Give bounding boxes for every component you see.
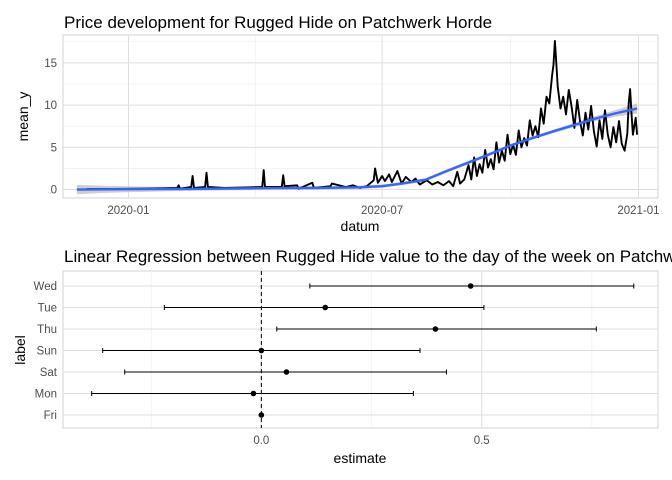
y-tick-label: Sat [40, 367, 58, 379]
y-tick-label: 5 [51, 142, 57, 154]
axis-ticks: 2020-01 2020-07 2021-01 0 5 10 15 [44, 58, 659, 217]
x-tick-label: 2020-01 [107, 205, 149, 217]
x-axis-title: datum [341, 218, 380, 234]
y-tick-label: 10 [44, 100, 57, 112]
y-tick-label: Fri [44, 410, 57, 422]
x-tick-label: 2021-01 [617, 205, 659, 217]
x-tick-label: 0.5 [474, 435, 490, 447]
gridlines [63, 35, 658, 198]
chart-title: Price development for Rugged Hide on Pat… [64, 13, 492, 32]
y-tick-label: Thu [37, 324, 57, 336]
plot-panel [62, 34, 659, 199]
y-tick-label: Sun [37, 346, 57, 358]
x-tick-label: 0.0 [253, 435, 269, 447]
estimate-point [322, 304, 329, 311]
x-tick-label: 2020-07 [361, 205, 403, 217]
y-tick-label: 0 [51, 185, 57, 197]
estimate-point [283, 369, 290, 375]
y-tick-label: Tue [38, 303, 57, 315]
plot-panel-regression [62, 270, 659, 429]
chart-title-regression: Linear Regression between Rugged Hide va… [64, 247, 672, 266]
price-development-chart: Price development for Rugged Hide on Pat… [15, 13, 660, 234]
x-axis-title-regression: estimate [334, 450, 387, 466]
y-tick-label: 15 [44, 58, 57, 70]
estimate-marks [91, 283, 635, 418]
y-tick-label: Wed [34, 281, 57, 293]
estimate-point [258, 347, 265, 354]
y-axis-title: mean_y [15, 92, 31, 142]
regression-estimate-chart: Linear Regression between Rugged Hide va… [12, 247, 672, 466]
estimate-point [467, 283, 474, 289]
smooth-line [76, 107, 638, 191]
smooth-trend-series [76, 107, 638, 191]
estimate-point [250, 390, 257, 397]
y-tick-label: Mon [35, 389, 57, 401]
estimate-point [258, 412, 265, 418]
y-axis-title-regression: label [12, 335, 28, 365]
axis-ticks-regression: 0.0 0.5 Wed Tue Thu Sun Sat Mon Fri [34, 281, 490, 447]
estimate-point [432, 326, 439, 332]
